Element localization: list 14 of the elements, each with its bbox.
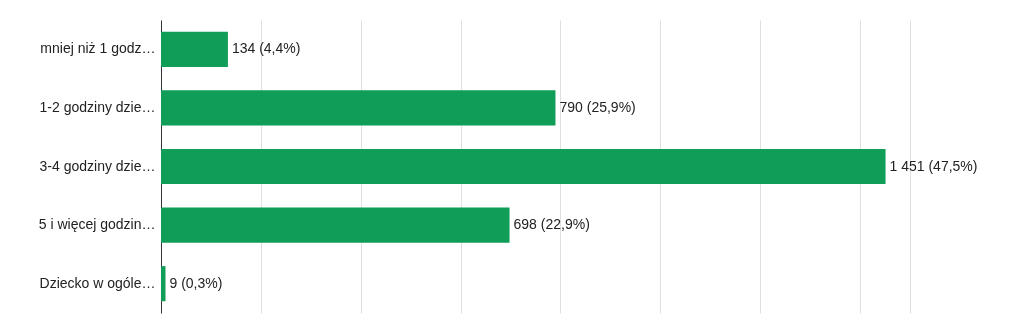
y-tick-label: 1-2 godziny dzie… [39, 98, 156, 115]
y-tick-label: mniej niż 1 godz… [40, 40, 156, 57]
bar [161, 148, 886, 185]
bar [161, 90, 556, 126]
data-label: 9 (0,3%) [169, 274, 223, 291]
data-label: 698 (22,9%) [513, 216, 590, 233]
bar [161, 207, 510, 243]
y-tick-label: 5 i więcej godzin… [38, 216, 156, 233]
data-label: 790 (25,9%) [559, 98, 636, 115]
data-label: 134 (4,4%) [231, 40, 301, 57]
data-label: 1 451 (47,5%) [889, 157, 978, 174]
y-tick-label: Dziecko w ogóle… [39, 274, 156, 291]
bar [161, 31, 228, 67]
y-tick-label: 3-4 godziny dzie… [39, 157, 156, 174]
